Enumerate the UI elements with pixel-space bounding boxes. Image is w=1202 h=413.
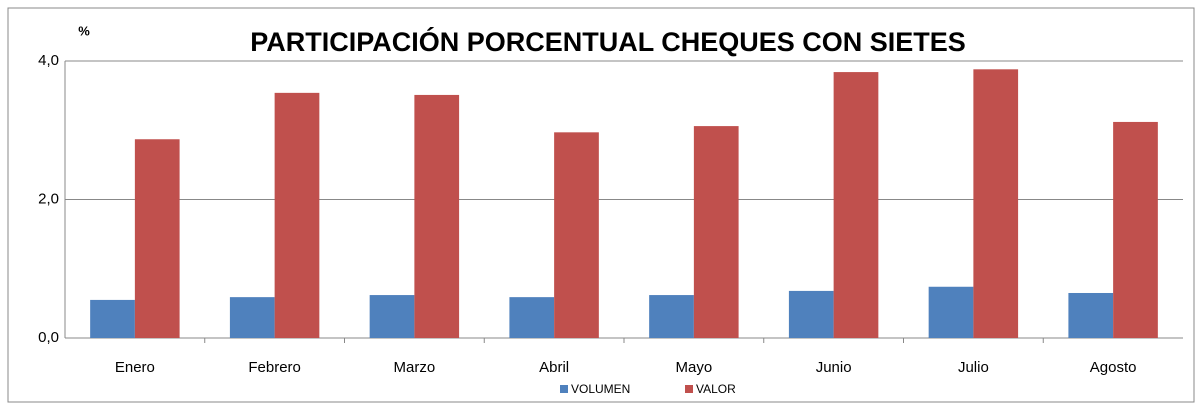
- x-tick-label: Enero: [115, 359, 155, 376]
- bar: [1068, 292, 1114, 338]
- bar: [833, 72, 879, 338]
- bar: [554, 132, 599, 338]
- bar: [414, 94, 460, 339]
- x-tick-label: Marzo: [394, 359, 436, 376]
- bar: [134, 139, 180, 338]
- bar: [229, 297, 275, 338]
- x-tick-label: Julio: [958, 359, 989, 376]
- bar: [274, 92, 320, 338]
- bar: [509, 297, 555, 338]
- y-axis-label: %: [78, 23, 90, 38]
- x-tick-label: Abril: [539, 359, 569, 376]
- chart-title: PARTICIPACIÓN PORCENTUAL CHEQUES CON SIE…: [250, 26, 966, 57]
- legend-label: VOLUMEN: [571, 382, 630, 396]
- bar: [369, 295, 415, 338]
- legend-swatch: [560, 385, 568, 393]
- bar: [90, 299, 135, 338]
- y-tick-label: 0,0: [38, 329, 59, 346]
- legend-label: VALOR: [696, 382, 736, 396]
- bar: [788, 290, 834, 338]
- legend-swatch: [685, 385, 693, 393]
- x-tick-label: Agosto: [1090, 359, 1137, 376]
- bar: [693, 126, 739, 338]
- bar: [649, 295, 694, 338]
- y-tick-label: 4,0: [38, 52, 59, 69]
- y-tick-label: 2,0: [38, 190, 59, 207]
- x-tick-label: Junio: [816, 359, 852, 376]
- bar: [1113, 121, 1158, 338]
- bar: [928, 286, 974, 338]
- x-tick-label: Mayo: [676, 359, 713, 376]
- bar: [973, 69, 1019, 338]
- x-tick-label: Febrero: [248, 359, 301, 376]
